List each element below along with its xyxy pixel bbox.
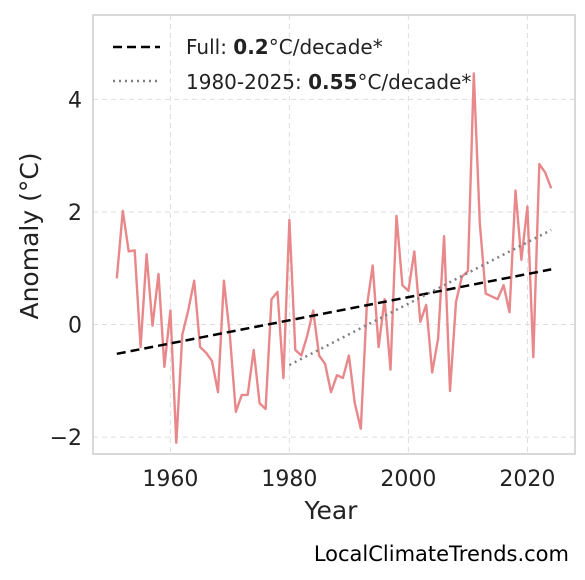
anomaly-series-line [115, 72, 553, 444]
x-tick-label: 1980 [261, 467, 317, 492]
legend-entry-1980-2025: 1980-2025: 0.55°C/decade* [186, 70, 471, 94]
y-tick-label: −2 [50, 426, 82, 451]
trend-layer [116, 228, 552, 367]
series-layer [115, 72, 553, 444]
y-tick-label: 0 [68, 314, 82, 339]
watermark: LocalClimateTrends.com [314, 542, 569, 566]
recent-trend-line [288, 228, 552, 367]
x-axis-title: Year [304, 496, 359, 525]
y-tick-label: 4 [68, 88, 82, 113]
plot-frame [92, 14, 576, 455]
y-axis-title: Anomaly (°C) [15, 152, 44, 319]
legend: Full: 0.2°C/decade* 1980-2025: 0.55°C/de… [113, 35, 471, 94]
y-tick-label: 2 [68, 201, 82, 226]
x-tick-label: 1960 [142, 467, 198, 492]
x-tick-label: 2000 [380, 467, 436, 492]
legend-entry-full: Full: 0.2°C/decade* [186, 35, 383, 59]
tick-labels: 1960 1980 2000 2020 −2 0 2 4 [50, 88, 556, 492]
full-trend-line [116, 268, 552, 356]
x-tick-label: 2020 [499, 467, 555, 492]
